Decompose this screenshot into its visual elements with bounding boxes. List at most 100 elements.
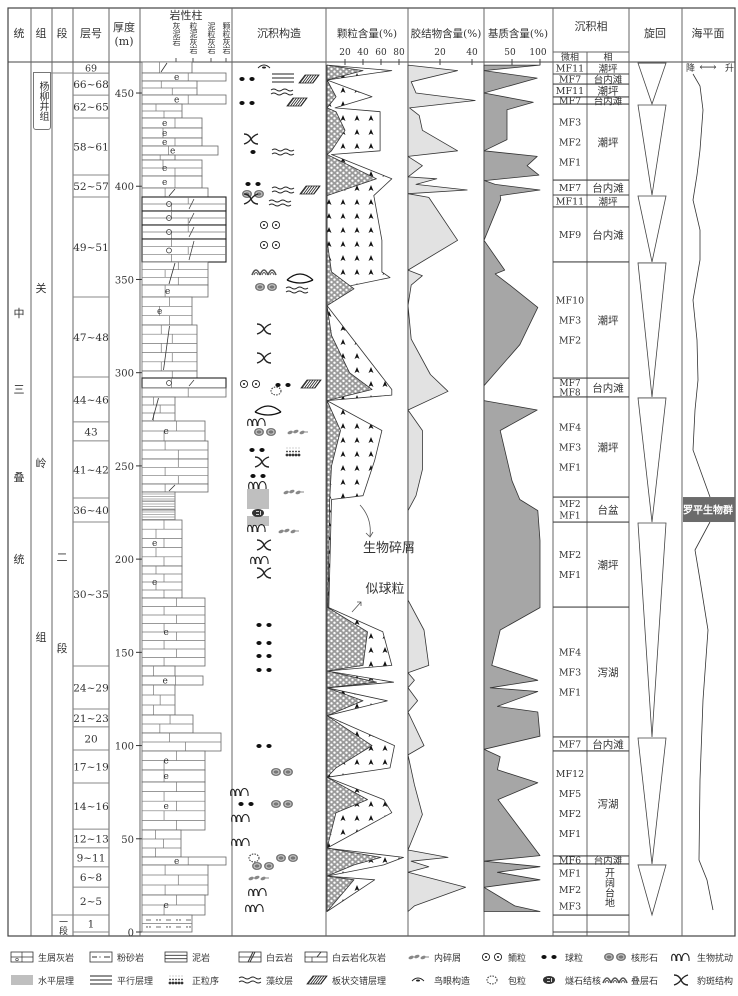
layer-number: 52~57 — [73, 181, 109, 193]
facies-label: 台盆 — [598, 504, 619, 517]
legend-swatch — [164, 951, 188, 963]
layer-number: 9~11 — [77, 852, 106, 864]
thickness-tick-label: 250 — [115, 462, 134, 473]
facies-label: 台内滩 — [592, 738, 624, 751]
algal-lamination-icon — [270, 88, 294, 96]
lithology-bed — [141, 224, 227, 240]
microfacies-label: MF9 — [559, 230, 581, 241]
layer-number: 17~19 — [73, 762, 109, 774]
layer-number: 58~61 — [73, 142, 109, 154]
legend-item-algal-lamination: 藻纹层 — [237, 973, 293, 987]
thickness-tick-label: 400 — [115, 182, 134, 193]
bioturbation-icon — [248, 887, 267, 897]
bioturbation-icon — [248, 480, 267, 490]
legend-swatch — [541, 955, 557, 959]
layer-number: 1 — [88, 919, 95, 931]
facies-label: 开阔台地 — [603, 868, 615, 908]
bioturbation-icon — [231, 837, 250, 847]
lithology-bed: e — [141, 750, 206, 771]
oncoid-icon — [276, 854, 298, 862]
layer-number: 69 — [85, 64, 97, 75]
legend-item-bioclastic-limestone: 生屑灰岩 — [9, 950, 74, 964]
bioclast-mark: e — [164, 427, 169, 437]
legend-label: 板状交错层理 — [332, 976, 387, 987]
header-grain-content: 颗粒含量(%) — [337, 27, 397, 40]
algal-lamination-icon — [268, 199, 292, 207]
lithology-bed — [141, 491, 176, 511]
legend-label: 粉砂岩 — [117, 953, 145, 964]
facies-label: 潮坪 — [598, 314, 619, 327]
leopard-texture-icon — [243, 133, 259, 145]
legend-item-cross-bedding: 板状交错层理 — [303, 973, 386, 987]
legend-item-parallel-bedding: 平行层理 — [88, 973, 153, 987]
facies-column: MF11 潮坪 MF7 台内滩 MF11 潮坪 MF7 台内滩 MF3 MF2 MF1 潮坪 MF7 台内… — [553, 63, 629, 933]
peloid-icon — [256, 654, 272, 658]
legend-item-mudstone: 泥岩 — [163, 950, 210, 964]
bioturbation-icon — [245, 903, 264, 913]
facies-label: 台内滩 — [594, 74, 623, 86]
legend-swatch — [11, 975, 33, 985]
legend-swatch — [89, 951, 113, 963]
horizontal-bedding-icon — [247, 499, 269, 509]
microfacies-label: MF2 — [559, 335, 581, 346]
microfacies-label: MF4 — [559, 422, 581, 433]
cross-bedding-icon — [286, 97, 308, 107]
facies-label: 台内滩 — [592, 228, 624, 241]
lithology-bed: e — [141, 781, 206, 831]
grain-axis-tick-label: 80 — [393, 48, 405, 58]
facies-label: 潮坪 — [598, 441, 619, 454]
facies-label: 泻湖 — [598, 797, 619, 810]
cement-content-area — [407, 64, 476, 912]
peloid-icon — [275, 383, 291, 387]
stratigraphic-column: 统组段层号 厚度(m)岩性柱沉积构造 颗粒含量(%) 胶结物含量(%) 基质含量(%)沉… — [7, 7, 736, 939]
microfacies-label: MF5 — [559, 789, 581, 800]
legend-label: 燧石结核 — [565, 976, 602, 987]
lith-texture-packstone-label: 泥粒灰岩 — [207, 22, 216, 54]
legend-swatch — [408, 954, 429, 960]
algal-lamination-icon — [271, 186, 295, 194]
header-cycle: 旋回 — [644, 26, 666, 40]
header-formation: 组 — [36, 26, 47, 40]
legend-label: 生屑灰岩 — [38, 953, 75, 964]
dolomite-mark — [163, 325, 170, 371]
mudstone-icon — [164, 951, 188, 963]
bioclast-arrow — [359, 504, 371, 537]
lithology-bed — [141, 210, 227, 226]
layer-number: 47~48 — [73, 332, 109, 344]
leopard-texture-icon — [256, 539, 272, 551]
matrix-axis-tick-label: 50 — [504, 48, 516, 58]
matrix-axis-tick-label: 100 — [529, 48, 546, 58]
legend-label: 水平层理 — [38, 976, 75, 987]
layer-number: 2~5 — [80, 896, 102, 908]
oncoid-icon — [271, 768, 293, 776]
bioturbation-icon — [671, 952, 690, 962]
legend-swatch — [543, 976, 555, 984]
coated-grain-icon — [248, 853, 260, 863]
bioclast-mark: e — [174, 96, 179, 106]
microfacies-label: MF2 — [559, 809, 581, 820]
peloid-content-area — [326, 64, 382, 912]
facies-label: 台内滩 — [594, 95, 623, 107]
cycle-triangle — [637, 262, 667, 397]
header-thickness-unit: (m) — [114, 35, 133, 48]
stromatolite-icon — [251, 269, 277, 276]
header-thickness: 厚度 — [113, 20, 135, 34]
legend-label: 藻纹层 — [266, 976, 294, 987]
facies-label: 台内滩 — [594, 855, 623, 867]
legend-label: 球粒 — [565, 953, 584, 964]
oncoid-icon — [271, 800, 293, 808]
oolite-icon — [259, 240, 281, 250]
microfacies-label: MF12 — [556, 769, 584, 780]
intraclast-icon — [408, 954, 429, 960]
cycle-triangle — [637, 864, 667, 917]
legend-item-siltstone: 粉砂岩 — [88, 950, 144, 964]
bioclast-mark: e — [162, 178, 167, 188]
parallel-bedding-icon — [272, 73, 294, 83]
layer-number: 12~13 — [73, 834, 109, 846]
legend-swatch — [304, 951, 328, 963]
peloid-icon — [256, 744, 272, 748]
sea-level-fall-label: 降 — [686, 62, 695, 74]
legend-label: 包粒 — [508, 976, 527, 987]
